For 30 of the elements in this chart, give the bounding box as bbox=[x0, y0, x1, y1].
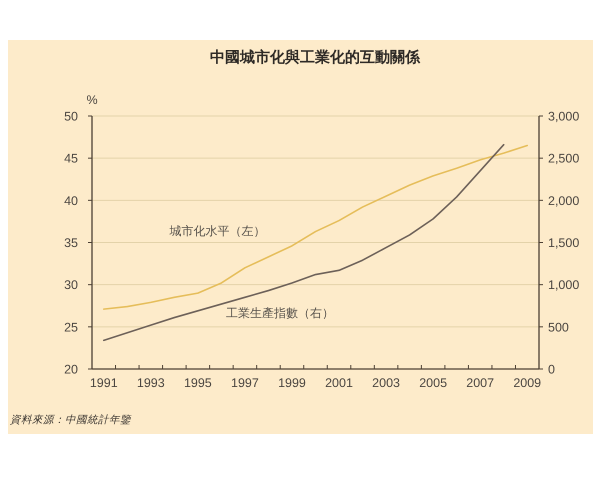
y-tick-label: 20 bbox=[64, 362, 78, 376]
y-tick-label: 45 bbox=[64, 152, 78, 166]
x-tick-label: 2005 bbox=[419, 376, 448, 390]
x-tick-label: 1995 bbox=[184, 376, 212, 390]
y2-tick-label: 1,500 bbox=[548, 236, 580, 250]
y-tick-label: 40 bbox=[64, 194, 78, 208]
x-tick-label: 1999 bbox=[278, 376, 306, 390]
x-tick-label: 2009 bbox=[513, 376, 542, 390]
x-tick-label: 2007 bbox=[466, 376, 494, 390]
x-tick-label: 1997 bbox=[231, 376, 259, 390]
y-tick-label: 25 bbox=[64, 320, 78, 334]
series-label: 工業生產指數（右） bbox=[226, 306, 334, 320]
x-tick-label: 2003 bbox=[372, 376, 400, 390]
y2-tick-label: 2,000 bbox=[548, 194, 580, 208]
y2-tick-label: 500 bbox=[548, 320, 569, 334]
y2-tick-label: 2,500 bbox=[548, 152, 580, 166]
y2-tick-label: 1,000 bbox=[548, 278, 580, 292]
x-tick-label: 1991 bbox=[90, 376, 118, 390]
chart-title: 中國城市化與工業化的互動關係 bbox=[210, 48, 421, 66]
x-tick-label: 1993 bbox=[136, 376, 165, 390]
y-tick-label: 35 bbox=[64, 236, 78, 250]
y2-tick-label: 0 bbox=[548, 362, 555, 376]
y-axis-title: % bbox=[86, 93, 98, 107]
line-series bbox=[102, 144, 505, 342]
y-tick-label: 30 bbox=[64, 278, 78, 292]
x-tick-label: 2001 bbox=[325, 376, 353, 390]
series-label: 城市化水平（左） bbox=[168, 224, 266, 238]
y-tick-label: 50 bbox=[64, 110, 78, 124]
source-note: 資料來源：中國統計年鑒 bbox=[10, 414, 132, 426]
y2-tick-label: 3,000 bbox=[548, 110, 580, 124]
